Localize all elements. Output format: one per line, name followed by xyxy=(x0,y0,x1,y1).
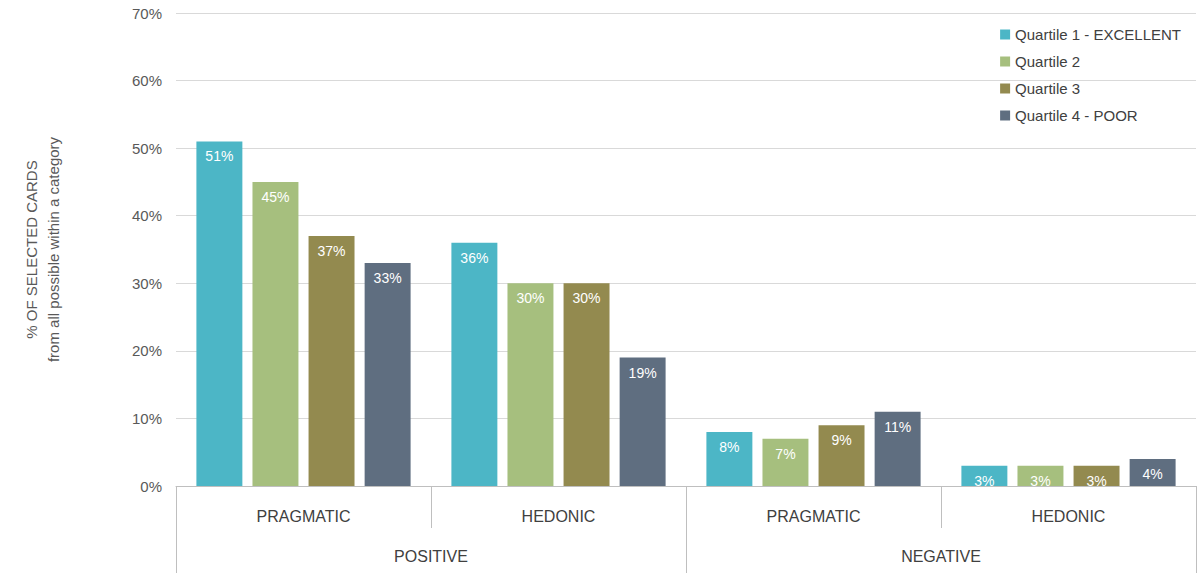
svg-text:HEDONIC: HEDONIC xyxy=(1032,508,1106,525)
svg-text:51%: 51% xyxy=(205,148,233,164)
svg-text:11%: 11% xyxy=(884,419,911,435)
svg-text:40%: 40% xyxy=(132,207,162,224)
svg-text:19%: 19% xyxy=(629,365,657,381)
svg-text:7%: 7% xyxy=(775,446,795,462)
svg-text:37%: 37% xyxy=(318,243,346,259)
svg-text:Quartile 1 - EXCELLENT: Quartile 1 - EXCELLENT xyxy=(1015,26,1181,43)
svg-text:NEGATIVE: NEGATIVE xyxy=(901,548,981,565)
svg-text:Quartile 2: Quartile 2 xyxy=(1015,53,1080,70)
svg-text:Quartile 3: Quartile 3 xyxy=(1015,80,1080,97)
svg-text:3%: 3% xyxy=(974,473,994,489)
svg-text:60%: 60% xyxy=(132,72,162,89)
svg-text:30%: 30% xyxy=(573,290,601,306)
svg-text:50%: 50% xyxy=(132,140,162,157)
svg-text:33%: 33% xyxy=(374,270,402,286)
svg-text:3%: 3% xyxy=(1086,473,1106,489)
svg-text:30%: 30% xyxy=(132,275,162,292)
svg-text:36%: 36% xyxy=(460,250,488,266)
svg-text:POSITIVE: POSITIVE xyxy=(394,548,468,565)
svg-text:% OF SELECTED CARDS: % OF SELECTED CARDS xyxy=(23,160,40,338)
svg-text:0%: 0% xyxy=(140,478,162,495)
svg-text:45%: 45% xyxy=(261,189,289,205)
svg-text:Quartile 4 - POOR: Quartile 4 - POOR xyxy=(1015,107,1138,124)
svg-text:PRAGMATIC: PRAGMATIC xyxy=(257,508,351,525)
svg-text:30%: 30% xyxy=(516,290,544,306)
svg-text:PRAGMATIC: PRAGMATIC xyxy=(767,508,861,525)
svg-text:20%: 20% xyxy=(132,342,162,359)
svg-text:HEDONIC: HEDONIC xyxy=(522,508,596,525)
svg-text:from all possible within a cat: from all possible within a category xyxy=(45,136,62,362)
svg-text:8%: 8% xyxy=(719,439,739,455)
svg-text:10%: 10% xyxy=(132,410,162,427)
svg-text:9%: 9% xyxy=(831,432,851,448)
svg-text:70%: 70% xyxy=(132,5,162,22)
svg-text:3%: 3% xyxy=(1030,473,1050,489)
svg-text:4%: 4% xyxy=(1143,466,1163,482)
